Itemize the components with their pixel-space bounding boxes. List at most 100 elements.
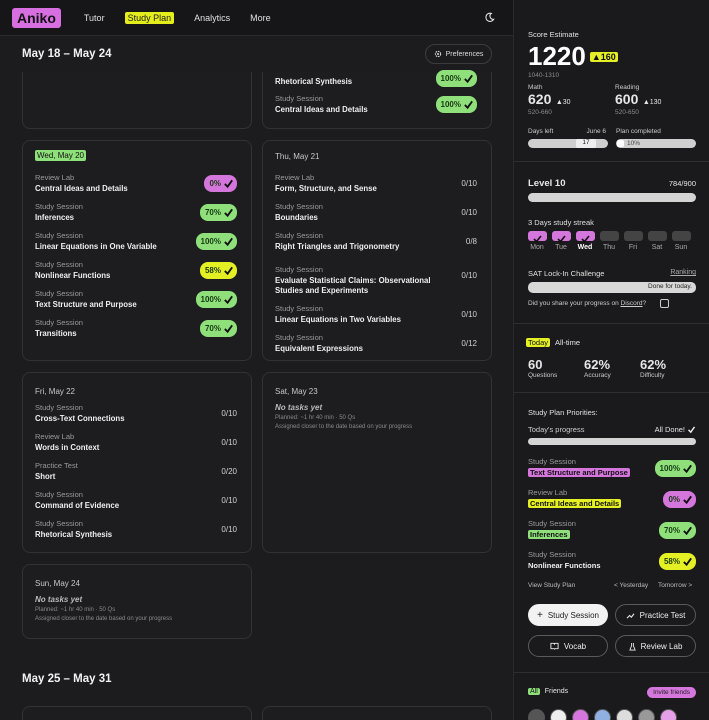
preferences-button[interactable]: Preferences: [425, 44, 492, 64]
task-row[interactable]: Practice Test Short 0/20: [35, 461, 239, 487]
logo[interactable]: Aniko: [12, 7, 61, 28]
tomorrow-link[interactable]: Tomorrow >: [658, 582, 693, 589]
task-name: Form, Structure, and Sense: [275, 184, 377, 193]
priority-item[interactable]: Study Session Nonlinear Functions 58%: [528, 550, 696, 576]
task-row[interactable]: Review Lab Words in Context 0/10: [35, 432, 239, 458]
task-row[interactable]: Study Session Rhetorical Synthesis 0/10: [35, 519, 239, 545]
friend-avatar[interactable]: [594, 709, 611, 720]
plan-completed-fill: [617, 140, 624, 147]
discord-checkbox[interactable]: [660, 299, 669, 308]
flask-icon: [628, 642, 636, 650]
task-row[interactable]: Study Session Transitions 70%: [35, 318, 239, 344]
check-icon: [683, 526, 692, 536]
task-type: Study Session: [275, 304, 323, 313]
review-lab-button[interactable]: Review Lab: [615, 635, 696, 657]
task-name: Equivalent Expressions: [275, 344, 363, 353]
task-row[interactable]: Study Session Text Structure and Purpose 1…: [35, 289, 239, 315]
task-name: Short: [35, 472, 56, 481]
task-row[interactable]: Study Session Boundaries 0/10: [275, 202, 479, 228]
task-row[interactable]: Study Session Cross-Text Connections 0/10: [35, 403, 239, 429]
priority-item[interactable]: Study Session Inferences 70%: [528, 519, 696, 545]
nav-more[interactable]: More: [250, 12, 271, 23]
accuracy-value: 62%: [584, 357, 611, 372]
friend-avatar[interactable]: [528, 709, 545, 720]
tab-today[interactable]: Today: [526, 338, 551, 347]
gear-icon: [434, 50, 441, 58]
priority-name: Central Ideas and Details: [528, 499, 622, 508]
task-row[interactable]: Study Session Nonlinear Functions 58%: [35, 260, 239, 286]
task-row[interactable]: Review Lab Central Ideas and Details 0%: [35, 173, 239, 199]
progress-badge: 100%: [195, 233, 237, 250]
task-row[interactable]: Study Session Evaluate Statistical Claims…: [275, 265, 477, 295]
task-count: 0/10: [461, 310, 477, 319]
invite-friends-button[interactable]: Invite friends: [647, 687, 696, 698]
task-name: Command of Evidence: [35, 501, 120, 510]
task-name: Inferences: [35, 213, 75, 222]
yesterday-link[interactable]: < Yesterday: [614, 582, 649, 589]
day-card-next: [22, 706, 252, 720]
tab-all-time[interactable]: All-time: [555, 338, 581, 347]
task-row[interactable]: Study Session Command of Evidence 0/10: [35, 490, 239, 516]
friend-avatar[interactable]: [638, 709, 655, 720]
accuracy-label: Accuracy: [584, 372, 611, 379]
nav-study-plan[interactable]: Study Plan: [124, 11, 175, 24]
planned-text: Planned: ~1 hr 40 min · 50 Qs: [35, 607, 116, 613]
progress-badge: 58%: [199, 262, 237, 279]
streak-day-label: Thu: [602, 244, 616, 251]
friend-avatar[interactable]: [616, 709, 633, 720]
no-tasks-text: No tasks yet: [275, 403, 323, 412]
check-icon: [683, 464, 692, 474]
task-type: Study Session: [275, 265, 323, 274]
progress-badge: 100%: [195, 291, 237, 308]
moon-icon[interactable]: [484, 12, 495, 23]
priority-item[interactable]: Review Lab Central Ideas and Details 0%: [528, 488, 696, 514]
plan-completed-bar: [616, 139, 696, 148]
discord-link[interactable]: Discord: [620, 300, 643, 307]
day-header: Sat, May 23: [275, 387, 318, 396]
score-value: 1220: [528, 41, 586, 71]
check-icon: [687, 426, 696, 434]
friends-filter-all[interactable]: All: [528, 688, 540, 695]
planned-text: Planned: ~1 hr 40 min · 50 Qs: [275, 415, 356, 421]
friend-avatar[interactable]: [550, 709, 567, 720]
task-row[interactable]: Rhetorical Synthesis 100%: [275, 70, 479, 98]
task-row[interactable]: Study Session Equivalent Expressions 0/12: [275, 333, 479, 359]
task-name: Rhetorical Synthesis: [35, 530, 113, 539]
progress-badge: 70%: [658, 522, 696, 539]
score-delta: ▲160: [589, 51, 618, 62]
discord-question: Did you share your progress on Discord?: [528, 300, 647, 307]
task-row[interactable]: Study Session Linear Equations in One Var…: [35, 231, 239, 257]
friend-avatar[interactable]: [660, 709, 677, 720]
progress-badge: 100%: [435, 70, 477, 87]
streak-day-cell: [576, 231, 595, 243]
streak-day-cell: [600, 231, 619, 241]
day-card-wed: Wed, May 20 Review Lab Central Ideas and …: [22, 140, 252, 361]
progress-badge: 70%: [199, 204, 237, 221]
friend-avatar[interactable]: [572, 709, 589, 720]
task-count: 0/10: [221, 409, 237, 418]
task-row[interactable]: Study Session Inferences 70%: [35, 202, 239, 228]
nav-analytics[interactable]: Analytics: [194, 12, 231, 23]
nav-tutor[interactable]: Tutor: [83, 12, 105, 23]
math-score: 620: [528, 91, 552, 107]
plan-completed-label: Plan completed: [616, 128, 661, 135]
day-card-thu: Thu, May 21 Review Lab Form, Structure, a…: [262, 140, 492, 361]
task-row[interactable]: Review Lab Form, Structure, and Sense 0/10: [275, 173, 479, 199]
vocab-button[interactable]: Vocab: [528, 635, 608, 657]
day-card-tue: Rhetorical Synthesis 100% Study Session …: [262, 70, 492, 129]
check-icon: [464, 100, 473, 110]
practice-test-button[interactable]: Practice Test: [615, 604, 696, 626]
check-icon: [683, 557, 692, 567]
priority-item[interactable]: Study Session Text Structure and Purpose 1…: [528, 457, 696, 483]
study-session-button[interactable]: + Study Session: [528, 604, 608, 626]
task-row[interactable]: Study Session Right Triangles and Trigono…: [275, 231, 479, 257]
difficulty-label: Difficulty: [640, 372, 665, 379]
view-study-plan-link[interactable]: View Study Plan: [528, 582, 576, 589]
trend-icon: [626, 612, 635, 618]
level-label: Level 10: [528, 178, 566, 189]
task-row[interactable]: Study Session Central Ideas and Details …: [275, 94, 479, 120]
streak-day-label: Wed: [577, 244, 593, 251]
priority-name: Nonlinear Functions: [528, 561, 601, 570]
task-row[interactable]: Study Session Linear Equations in Two Var…: [275, 304, 479, 330]
ranking-link[interactable]: Ranking: [670, 269, 696, 276]
